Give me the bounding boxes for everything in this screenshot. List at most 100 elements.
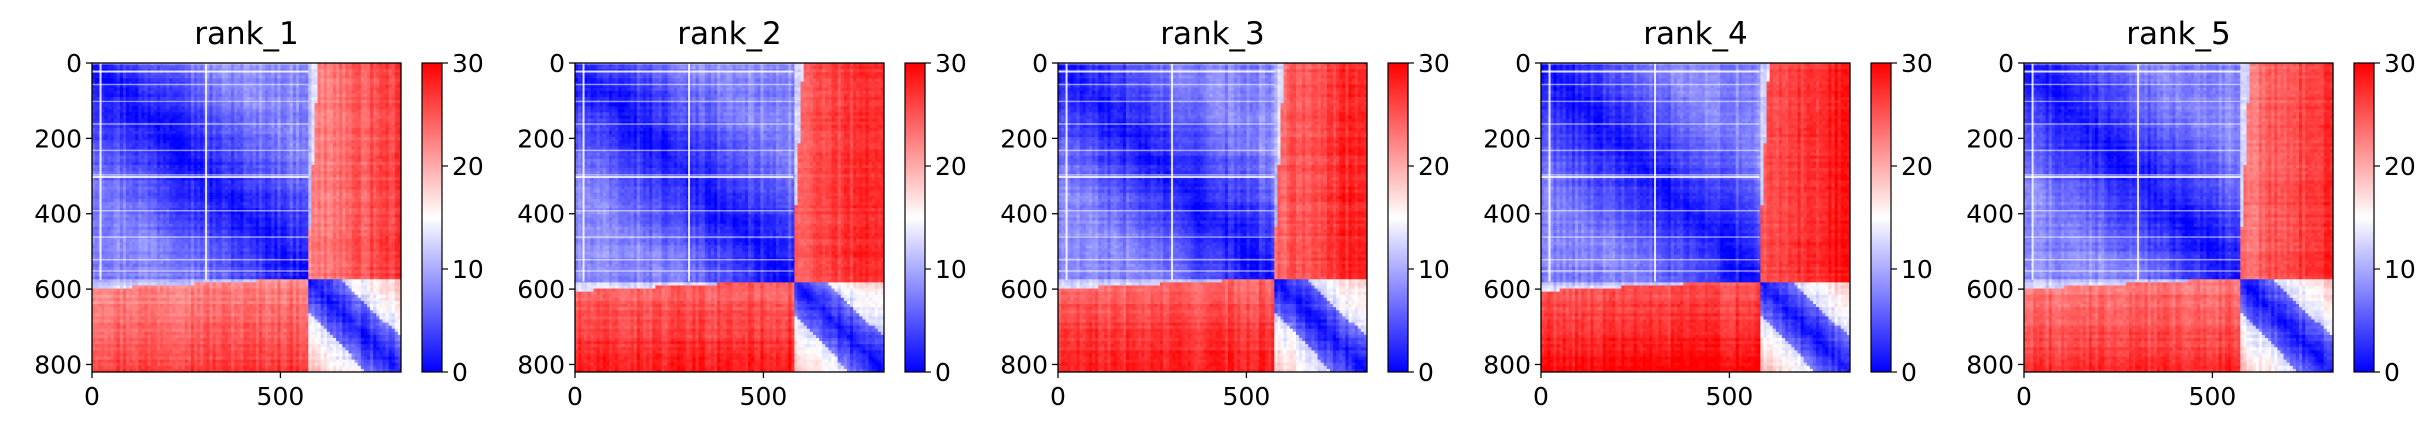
heatmap-cell	[113, 127, 118, 132]
heatmap-cell	[354, 100, 359, 104]
heatmap-cell	[376, 124, 380, 129]
heatmap-cell	[363, 149, 368, 154]
heatmap-cell	[249, 140, 254, 144]
heatmap-cell	[107, 158, 111, 163]
heatmap-cell	[206, 103, 210, 107]
heatmap-cell	[317, 106, 322, 110]
heatmap-cell	[187, 66, 192, 70]
heatmap-cell	[277, 211, 281, 215]
heatmap-cell	[339, 198, 343, 203]
heatmap-cell	[150, 155, 155, 160]
heatmap-cell	[144, 72, 149, 76]
heatmap-cell	[280, 78, 284, 82]
heatmap-cell	[308, 93, 312, 98]
heatmap-cell	[261, 130, 266, 135]
heatmap-cell	[144, 174, 149, 178]
heatmap-cell	[376, 106, 380, 110]
heatmap-cell	[197, 198, 201, 203]
heatmap-cell	[345, 149, 349, 154]
heatmap-cell	[175, 124, 179, 129]
heatmap-cell	[292, 84, 297, 89]
heatmap-cell	[283, 183, 288, 187]
heatmap-cell	[153, 155, 158, 160]
heatmap-cell	[376, 137, 380, 141]
heatmap-cell	[107, 118, 111, 123]
heatmap-cell	[224, 72, 229, 76]
heatmap-cell	[209, 205, 213, 209]
heatmap-cell	[197, 183, 201, 187]
heatmap-cell	[218, 93, 223, 98]
heatmap-cell	[348, 118, 352, 123]
heatmap-cell	[255, 87, 260, 92]
heatmap-cell	[113, 103, 118, 107]
heatmap-cell	[215, 134, 220, 138]
heatmap-cell	[265, 137, 269, 141]
heatmap-cell	[243, 189, 247, 194]
heatmap-cell	[326, 183, 331, 187]
heatmap-cell	[240, 174, 244, 178]
heatmap-cell	[215, 127, 220, 132]
heatmap-cell	[237, 149, 241, 154]
heatmap-cell	[116, 109, 121, 113]
heatmap-cell	[184, 72, 189, 76]
heatmap-cell	[92, 143, 96, 147]
heatmap-cell	[181, 103, 186, 107]
heatmap-cell	[203, 124, 207, 129]
heatmap-cell	[224, 202, 229, 206]
heatmap-cell	[342, 158, 346, 163]
heatmap-cell	[135, 66, 139, 70]
heatmap-cell	[135, 195, 139, 200]
heatmap-cell	[92, 106, 96, 110]
heatmap-cell	[292, 72, 297, 76]
heatmap-cell	[292, 63, 297, 67]
heatmap-cell	[370, 75, 374, 79]
heatmap-cell	[329, 63, 334, 67]
heatmap-cell	[206, 112, 210, 116]
heatmap-cell	[311, 100, 315, 104]
heatmap-cell	[388, 143, 393, 147]
heatmap-cell	[394, 93, 399, 98]
heatmap-cell	[277, 112, 281, 116]
heatmap-cell	[336, 161, 340, 166]
heatmap-cell	[159, 103, 164, 107]
heatmap-cell	[376, 171, 380, 175]
heatmap-cell	[249, 149, 254, 154]
heatmap-cell	[348, 155, 352, 160]
heatmap-cell	[363, 118, 368, 123]
heatmap-cell	[354, 177, 359, 181]
heatmap-cell	[367, 87, 371, 92]
heatmap-cell	[249, 214, 254, 218]
heatmap-cell	[218, 189, 223, 194]
heatmap-cell	[292, 161, 297, 166]
heatmap-cell	[394, 168, 399, 172]
heatmap-cell	[159, 149, 164, 154]
heatmap-cell	[397, 63, 402, 67]
heatmap-cell	[156, 109, 161, 113]
heatmap-cell	[243, 146, 247, 150]
heatmap-cell	[138, 195, 142, 200]
heatmap-cell	[163, 168, 167, 172]
heatmap-cell	[388, 180, 393, 184]
heatmap-cell	[311, 72, 315, 76]
heatmap-cell	[261, 164, 266, 169]
heatmap-cell	[252, 109, 257, 113]
heatmap-cell	[345, 63, 349, 67]
heatmap-cell	[218, 161, 223, 166]
heatmap-cell	[283, 87, 288, 92]
heatmap-cell	[113, 155, 118, 160]
heatmap-cell	[376, 158, 380, 163]
heatmap-cell	[144, 63, 149, 67]
heatmap-cell	[234, 106, 238, 110]
heatmap-cell	[116, 198, 121, 203]
heatmap-cell	[388, 75, 393, 79]
heatmap-cell	[163, 149, 167, 154]
heatmap-cell	[101, 183, 105, 187]
heatmap-cell	[212, 75, 216, 79]
heatmap-cell	[268, 158, 272, 163]
heatmap-cell	[289, 87, 294, 92]
heatmap-cell	[163, 112, 167, 116]
heatmap-cell	[172, 164, 176, 169]
heatmap-cell	[181, 146, 186, 150]
heatmap-cell	[360, 208, 365, 212]
heatmap-cell	[299, 96, 303, 101]
